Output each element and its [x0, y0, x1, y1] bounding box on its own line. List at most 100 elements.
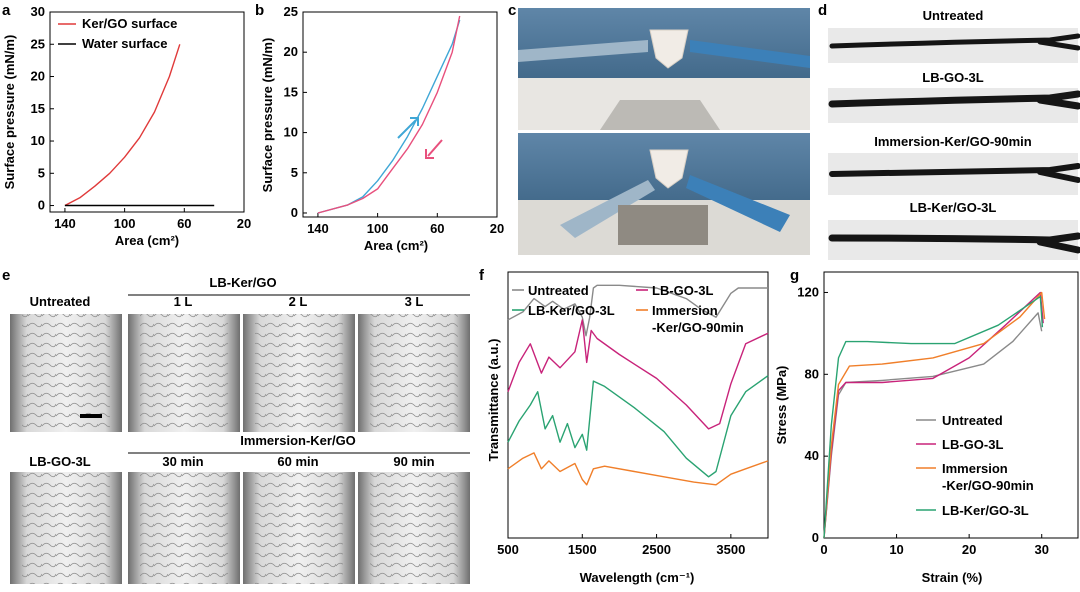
panel-a-xtick-label: 20 [237, 216, 251, 231]
sem-group-top-label: LB-Ker/GO [209, 275, 276, 290]
panel-b-ytick-label: 25 [284, 4, 298, 19]
sem-texture-3l [370, 314, 458, 432]
panel-d: Untreated LB-GO-3L Immersion-Ker/GO-90mi… [828, 8, 1080, 260]
sem-label-60min: 60 min [277, 454, 318, 469]
panel-g-ytick-label: 0 [812, 530, 819, 545]
trough-well-top [600, 100, 720, 130]
panel-b-series-compression [317, 19, 461, 214]
sem-label-2l: 2 L [289, 294, 308, 309]
panel-a-xtick-label: 60 [177, 216, 191, 231]
panel-f-legend-lbgo: LB-GO-3L [652, 283, 713, 298]
panel-f-legend-lbkergo: LB-Ker/GO-3L [528, 303, 615, 318]
panel-f-xlabel: Wavelength (cm⁻¹) [580, 570, 695, 585]
panel-g-xlabel: Strain (%) [922, 570, 983, 585]
hair-label-untreated: Untreated [923, 8, 984, 23]
sem-texture-1l [140, 314, 228, 432]
panel-g-xtick-label: 10 [889, 542, 903, 557]
barrier-right-top [690, 40, 810, 68]
hair-label-immersion: Immersion-Ker/GO-90min [874, 134, 1032, 149]
panel-c-photo-top [518, 8, 810, 130]
compression-arrowhead-icon [410, 117, 419, 126]
hair-label-lbgo: LB-GO-3L [922, 70, 983, 85]
panel-f-xtick-label: 1500 [568, 542, 597, 557]
sem-label-30min: 30 min [162, 454, 203, 469]
sem-texture-lbgo3l [22, 472, 110, 584]
panel-b-xlabel: Area (cm²) [364, 238, 428, 253]
hair-strand-lbkergo [828, 232, 1080, 254]
panel-c-photo-bottom [518, 133, 810, 255]
sem-texture-30min [140, 472, 228, 584]
panel-g-frame [823, 271, 1079, 539]
panel-f-series-untreated [507, 284, 768, 337]
panel-b-xtick-label: 140 [307, 221, 329, 236]
panel-g-ylabel: Stress (MPa) [774, 366, 789, 445]
panel-f-legend-immersion-1: Immersion [652, 303, 718, 318]
panel-b-ytick-label: 20 [284, 44, 298, 59]
panel-f-legend-untreated: Untreated [528, 283, 589, 298]
panel-e: LB-Ker/GO Untreated 1 L 2 L 3 L Immersio… [10, 275, 470, 584]
hair-strand-lbgo [828, 90, 1080, 110]
panel-f-series-lb-go-3l [507, 319, 769, 430]
panel-a-ytick-label: 30 [31, 4, 45, 19]
panel-letter-d: d [818, 2, 827, 19]
panel-a-xlabel: Area (cm²) [115, 233, 179, 248]
panel-f-xtick-label: 3500 [716, 542, 745, 557]
sem-label-lbgo3l: LB-GO-3L [29, 454, 90, 469]
panel-g-xtick-label: 0 [820, 542, 827, 557]
panel-g-legend-immersion-1: Immersion [942, 461, 1008, 476]
panel-a-ytick-label: 15 [31, 101, 45, 116]
panel-a-ytick-label: 10 [31, 133, 45, 148]
panel-a-series-ker-go-surface [64, 44, 181, 207]
panel-a-legend-water: Water surface [82, 36, 168, 51]
panel-b-frame [302, 11, 498, 218]
panel-g-xtick-label: 20 [962, 542, 976, 557]
hair-strand-immersion [829, 163, 1080, 183]
sem-label-3l: 3 L [405, 294, 424, 309]
panel-letter-b: b [255, 2, 264, 19]
sem-texture-60min [255, 472, 343, 584]
panel-f-ylabel: Transmittance (a.u.) [486, 339, 501, 462]
panel-g-legend-immersion-2: -Ker/GO-90min [942, 478, 1034, 493]
panel-a-ytick-label: 5 [38, 165, 45, 180]
panel-a-legend-kergo: Ker/GO surface [82, 16, 177, 31]
sem-texture-2l [255, 314, 343, 432]
barrier-left-top [518, 40, 648, 62]
sem-label-untreated: Untreated [30, 294, 91, 309]
panel-b-xtick-label: 60 [430, 221, 444, 236]
sem-group-bottom-label: Immersion-Ker/GO [240, 433, 356, 448]
panel-a-ytick-label: 20 [31, 69, 45, 84]
barrier-right-bottom [686, 175, 790, 232]
panel-a-ytick-label: 25 [31, 36, 45, 51]
compression-arrow-icon [397, 119, 417, 139]
sem-label-90min: 90 min [393, 454, 434, 469]
panel-b-ytick-label: 10 [284, 125, 298, 140]
panel-g-legend-lbgo: LB-GO-3L [942, 437, 1003, 452]
panel-a-ytick-label: 0 [38, 198, 45, 213]
panel-f-series-immersion-ker-go-90min [507, 452, 769, 486]
panel-letter-g: g [790, 267, 799, 284]
panel-f-chart: 500 1500 2500 3500 Transmittance (a.u.) Wav… [486, 271, 769, 585]
panel-g-series-lb-go-3l [823, 291, 1044, 539]
sem-texture-90min [370, 472, 458, 584]
expansion-arrow-icon [427, 139, 443, 157]
panel-a-frame [49, 11, 245, 213]
hair-strand-untreated [829, 33, 1080, 51]
sem-texture-untreated [22, 314, 110, 432]
panel-g-series-lb-ker-go-3l [823, 295, 1044, 539]
sensor-tip-bottom [649, 149, 689, 189]
panel-b-ytick-label: 5 [291, 165, 298, 180]
panel-g-xtick-label: 30 [1034, 542, 1048, 557]
panel-g-legend-untreated: Untreated [942, 413, 1003, 428]
panel-f-xtick-label: 2500 [642, 542, 671, 557]
panel-b-chart: 140 100 60 20 0 5 10 15 20 25 Surface pressure (m… [260, 4, 504, 253]
panel-b-ylabel: Surface pressure (mN/m) [260, 38, 275, 193]
panel-letter-f: f [479, 267, 485, 284]
panel-b-ytick-label: 15 [284, 84, 298, 99]
sensor-tip-top [649, 29, 689, 69]
panel-b-xtick-label: 20 [490, 221, 504, 236]
panel-f-series-lb-ker-go-3l [507, 375, 769, 478]
panel-a-ylabel: Surface pressure (mN/m) [2, 35, 17, 190]
panel-g-ytick-label: 80 [805, 366, 819, 381]
